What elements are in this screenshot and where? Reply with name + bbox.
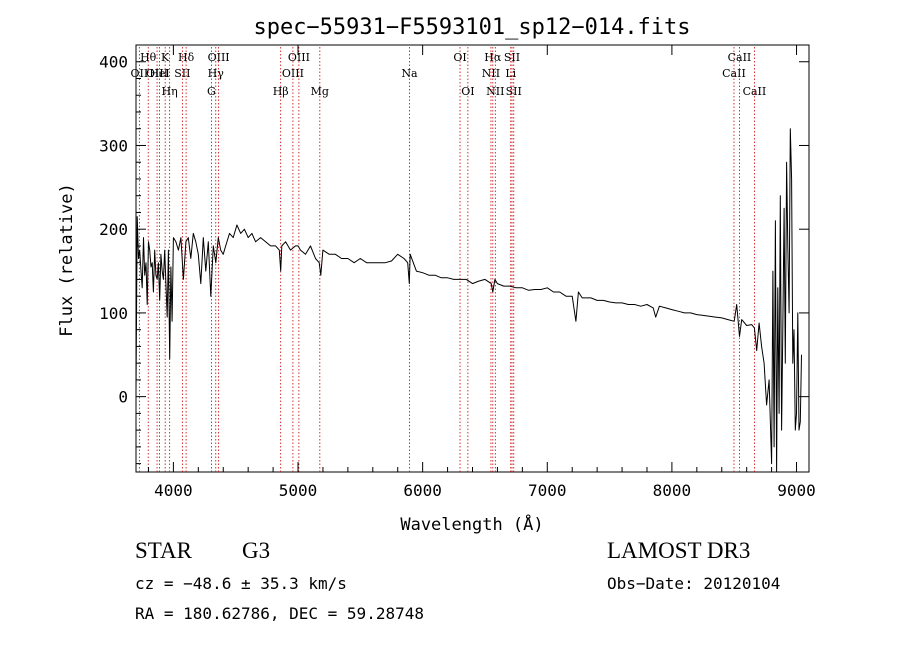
line-marker-label: OII [131,67,149,80]
y-axis-label: Flux (relative) [57,183,77,337]
axis-ticks: 4000 5000 6000 7000 8000 9000 0 100 200 300 400 [99,44,816,500]
object-subclass: G3 [242,538,271,563]
line-marker-label: NII [486,85,504,98]
line-marker-label: OIII [288,51,310,64]
line-marker-label: OIII [208,51,230,64]
redshift-velocity: cz = −48.6 ± 35.3 km/s [135,574,347,593]
line-marker-label: Hθ [140,51,157,64]
y-tick-label: 0 [118,388,128,407]
line-marker-label: Li [505,67,516,80]
line-marker-label: NII [482,67,500,80]
x-tick-label: 5000 [279,481,318,500]
line-marker-label: Hη [162,85,178,98]
x-tick-label: 8000 [653,481,692,500]
line-marker-label: Hβ [273,85,289,98]
line-marker-label: SII [504,51,520,64]
line-marker-label: OI [453,51,466,64]
line-marker-label: Na [401,67,418,80]
line-marker-label: CaII [722,67,746,80]
y-tick-label: 200 [99,220,128,239]
y-tick-label: 400 [99,53,128,72]
object-class: STAR [135,538,192,563]
x-tick-label: 4000 [154,481,193,500]
x-tick-label: 9000 [777,481,816,500]
y-tick-label: 300 [99,136,128,155]
coordinates: RA = 180.62786, DEC = 59.28748 [135,604,424,623]
spectrum-series [135,128,802,473]
chart-title: spec−55931−F5593101_sp12−014.fits [253,15,690,40]
line-marker-label: Hα [484,51,502,64]
line-marker-label: OIII [146,67,168,80]
line-marker-label: OIII [282,67,304,80]
plot-frame [135,44,810,473]
line-marker-label: Hδ [178,51,195,64]
x-axis-label: Wavelength (Å) [400,513,543,535]
x-tick-label: 6000 [403,481,442,500]
line-marker-label: HeI [149,67,169,80]
line-marker-label: SII [506,85,522,98]
line-marker-label: CaII [743,85,767,98]
line-marker-label: G [207,85,216,98]
line-marker-label: Mg [311,85,329,98]
survey-name: LAMOST DR3 [607,538,751,563]
line-marker-label: SII [174,67,190,80]
line-marker-label: OI [461,85,474,98]
spectrum-line [135,128,802,473]
y-tick-label: 100 [99,304,128,323]
x-tick-label: 7000 [528,481,567,500]
line-marker-label: CaII [728,51,752,64]
line-marker-label: Hγ [208,67,225,80]
observation-date: Obs−Date: 20120104 [607,574,781,593]
line-marker-label: K [161,51,170,64]
